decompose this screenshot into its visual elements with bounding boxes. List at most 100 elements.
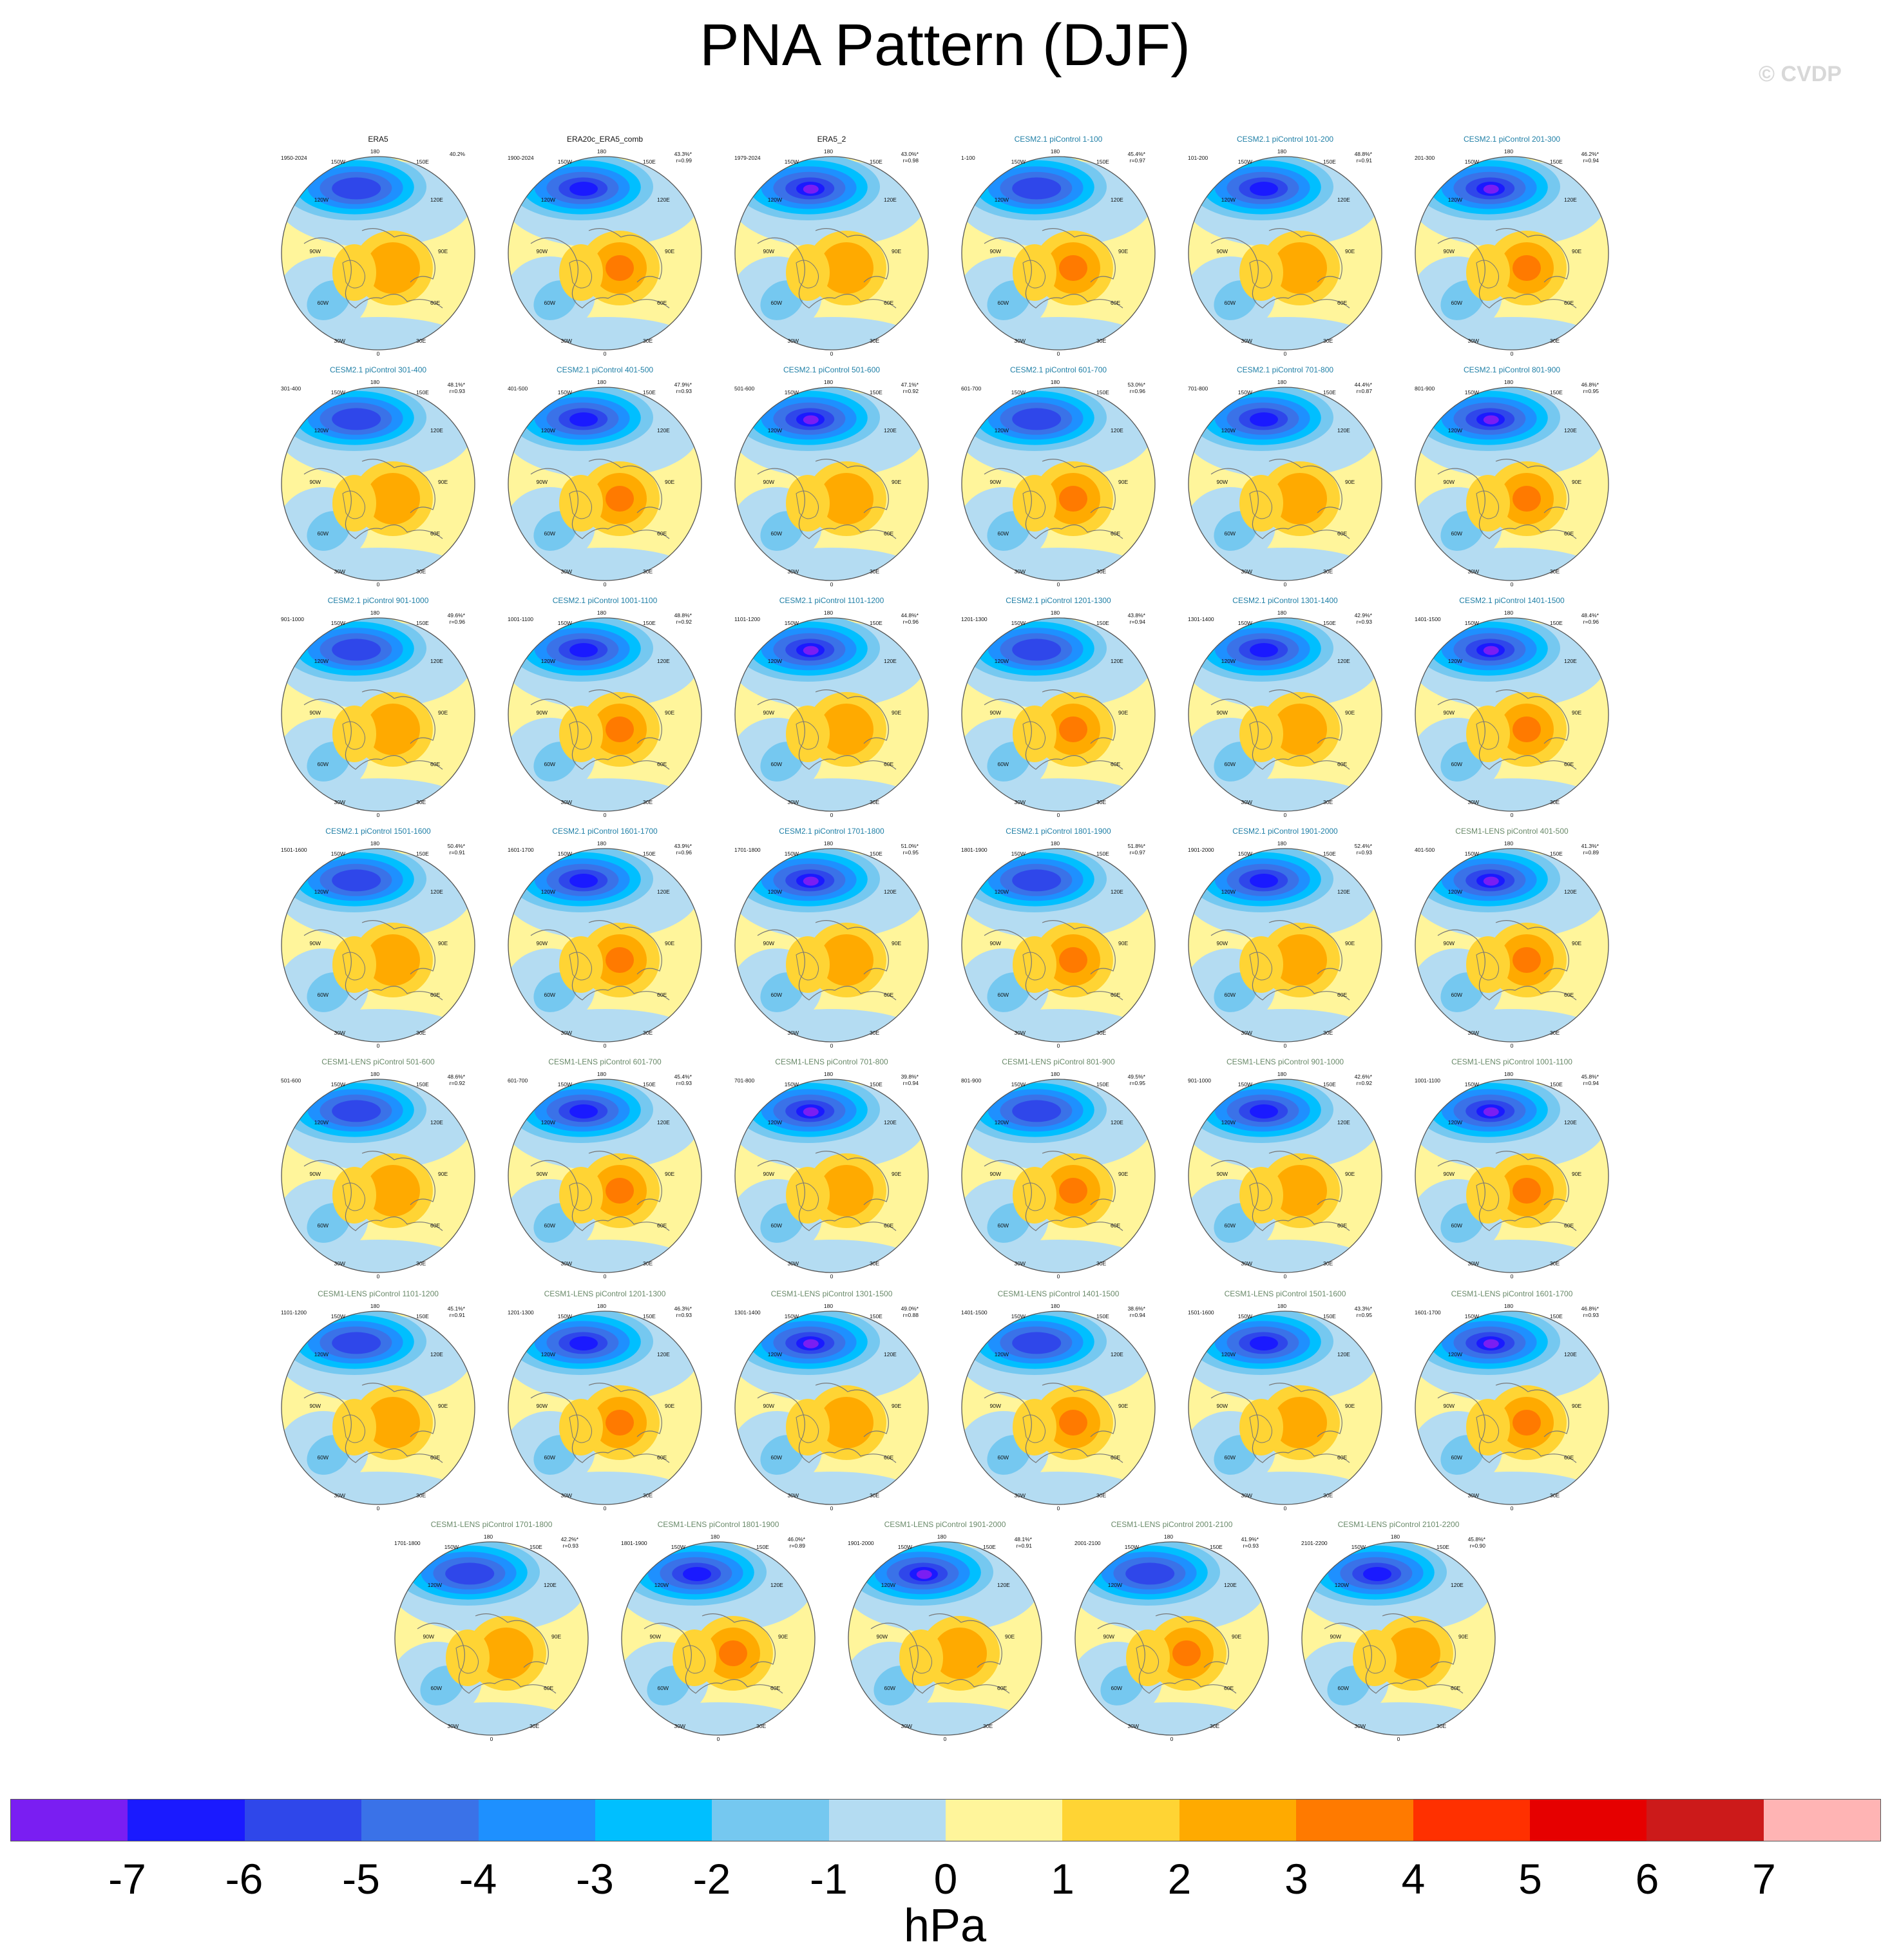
longitude-label: 60E <box>657 761 667 767</box>
longitude-label: 90W <box>310 709 321 716</box>
longitude-label: 30E <box>643 1492 653 1499</box>
longitude-label: 180 <box>1277 148 1286 155</box>
longitude-label: 180 <box>824 610 833 616</box>
map-panel: CESM1-LENS piControl 2001-2100 2001-2100 4… <box>1074 1520 1269 1742</box>
longitude-label: 90E <box>665 248 674 255</box>
longitude-label: 0 <box>830 1273 834 1280</box>
longitude-label: 0 <box>944 1736 947 1742</box>
longitude-label: 60E <box>1451 1685 1460 1691</box>
longitude-label: 60W <box>544 761 555 767</box>
longitude-label: 90E <box>1572 479 1581 485</box>
panel-years: 701-800 <box>1188 385 1208 392</box>
pattern-field <box>962 618 1155 811</box>
longitude-label: 90E <box>665 940 674 946</box>
longitude-label: 150W <box>1465 1313 1479 1320</box>
map-panel: CESM2.1 piControl 1101-1200 1101-1200 44.8… <box>734 596 929 818</box>
longitude-label: 90W <box>763 479 774 485</box>
longitude-label: 30W <box>334 338 345 344</box>
panel-pattern-correlation: r=0.92 <box>676 619 692 625</box>
longitude-label: 0 <box>1284 351 1287 357</box>
longitude-label: 150E <box>983 1544 996 1550</box>
pattern-field <box>1188 1311 1382 1504</box>
longitude-label: 90W <box>423 1633 434 1640</box>
longitude-label: 30W <box>1015 799 1026 805</box>
pattern-field <box>735 1311 928 1504</box>
longitude-label: 150W <box>785 389 799 396</box>
longitude-label: 90W <box>1444 1171 1455 1177</box>
panel-pattern-correlation: r=0.99 <box>676 157 692 164</box>
longitude-label: 30E <box>1323 338 1333 344</box>
panel-variance: 46.8%* <box>1581 381 1599 388</box>
colorbar-tick-label: 5 <box>1518 1855 1542 1903</box>
longitude-label: 60E <box>430 530 440 537</box>
panel-years: 2001-2100 <box>1074 1540 1101 1546</box>
longitude-label: 90W <box>1217 1171 1228 1177</box>
longitude-label: 120W <box>1448 1119 1462 1126</box>
panel-variance: 38.6%* <box>1128 1305 1146 1312</box>
longitude-label: 150W <box>331 389 345 396</box>
longitude-label: 30E <box>1096 799 1106 805</box>
longitude-label: 90W <box>537 248 548 255</box>
longitude-label: 150E <box>1323 620 1336 626</box>
longitude-label: 150E <box>643 620 656 626</box>
panel-years: 1301-1400 <box>734 1309 761 1316</box>
longitude-label: 30E <box>643 338 653 344</box>
colorbar-tick-label: -6 <box>225 1855 263 1903</box>
longitude-label: 30E <box>1323 568 1333 575</box>
figure-title: PNA Pattern (DJF) <box>700 12 1190 78</box>
longitude-label: 150E <box>643 1081 656 1088</box>
longitude-label: 30W <box>1015 1492 1026 1499</box>
longitude-label: 60W <box>1225 1454 1236 1461</box>
longitude-label: 0 <box>490 1736 493 1742</box>
map-panel: CESM2.1 piControl 501-600 501-600 47.1%*r=… <box>734 365 929 588</box>
longitude-label: 90W <box>537 709 548 716</box>
panel-years: 1801-1900 <box>961 847 988 853</box>
longitude-label: 90E <box>665 479 674 485</box>
pattern-field <box>1415 387 1608 581</box>
panel-title: CESM1-LENS piControl 801-900 <box>1002 1057 1115 1066</box>
longitude-label: 150W <box>558 1313 572 1320</box>
longitude-label: 120E <box>430 1351 443 1358</box>
longitude-label: 150E <box>1323 159 1336 165</box>
panel-years: 501-600 <box>281 1077 301 1084</box>
longitude-label: 120W <box>1221 889 1236 895</box>
panel-pattern-correlation: r=0.94 <box>1583 1080 1599 1086</box>
longitude-label: 30E <box>1323 799 1333 805</box>
longitude-label: 90E <box>1118 940 1128 946</box>
panel-pattern-correlation: r=0.91 <box>1357 157 1373 164</box>
panel-years: 801-900 <box>961 1077 981 1084</box>
panel-title: CESM1-LENS piControl 701-800 <box>775 1057 888 1066</box>
longitude-label: 120W <box>881 1582 895 1588</box>
longitude-label: 120W <box>768 427 782 434</box>
colorbar-bin-14 <box>1647 1800 1764 1841</box>
panel-pattern-correlation: r=0.93 <box>676 388 692 394</box>
panel-pattern-correlation: r=0.96 <box>450 619 466 625</box>
longitude-label: 150W <box>1011 850 1026 857</box>
longitude-label: 60W <box>318 992 329 998</box>
panel-variance: 41.9%* <box>1241 1536 1259 1542</box>
longitude-label: 0 <box>1511 351 1514 357</box>
map-panel: CESM2.1 piControl 1401-1500 1401-1500 48.4… <box>1415 596 1609 818</box>
panel-variance: 42.6%* <box>1355 1073 1373 1080</box>
longitude-label: 90W <box>1444 709 1455 716</box>
map-panel: CESM2.1 piControl 1301-1400 1301-1400 42.9… <box>1188 596 1382 818</box>
longitude-label: 90E <box>665 1171 674 1177</box>
longitude-label: 180 <box>1504 379 1513 385</box>
longitude-label: 60E <box>1111 761 1120 767</box>
longitude-label: 60E <box>884 530 893 537</box>
longitude-label: 90W <box>1217 479 1228 485</box>
panel-title: CESM2.1 piControl 801-900 <box>1464 365 1560 374</box>
panel-title: ERA20c_ERA5_comb <box>567 135 643 144</box>
longitude-label: 30E <box>1096 568 1106 575</box>
longitude-label: 30W <box>448 1723 459 1729</box>
longitude-label: 120E <box>884 658 897 664</box>
longitude-label: 30E <box>870 1492 879 1499</box>
longitude-label: 150W <box>1238 159 1252 165</box>
colorbar-tick-label: 1 <box>1051 1855 1074 1903</box>
pattern-field <box>508 387 702 581</box>
panel-years: 1979-2024 <box>734 155 761 161</box>
longitude-label: 30E <box>416 338 426 344</box>
longitude-label: 120W <box>1221 658 1236 664</box>
longitude-label: 60W <box>1451 761 1462 767</box>
longitude-label: 60W <box>1451 992 1462 998</box>
